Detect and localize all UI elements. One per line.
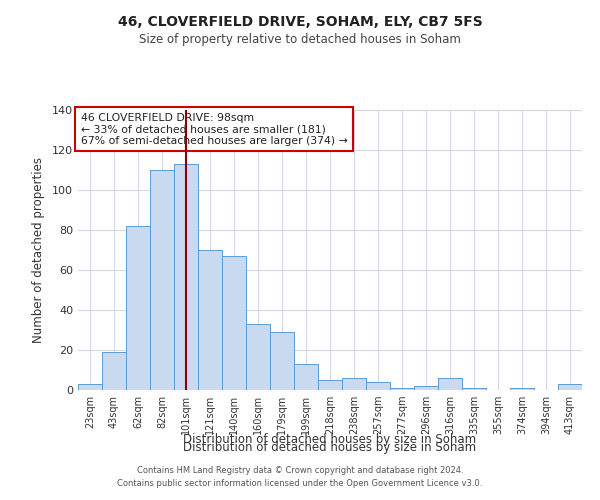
- Bar: [462, 388, 486, 390]
- Bar: [438, 378, 462, 390]
- Bar: [366, 382, 390, 390]
- Bar: [510, 388, 534, 390]
- X-axis label: Distribution of detached houses by size in Soham: Distribution of detached houses by size …: [184, 442, 476, 454]
- Bar: [174, 164, 198, 390]
- Text: Size of property relative to detached houses in Soham: Size of property relative to detached ho…: [139, 32, 461, 46]
- Bar: [390, 388, 414, 390]
- Text: Distribution of detached houses by size in Soham: Distribution of detached houses by size …: [184, 432, 476, 446]
- Bar: [102, 352, 126, 390]
- Text: 46, CLOVERFIELD DRIVE, SOHAM, ELY, CB7 5FS: 46, CLOVERFIELD DRIVE, SOHAM, ELY, CB7 5…: [118, 15, 482, 29]
- Bar: [198, 250, 222, 390]
- Bar: [126, 226, 150, 390]
- Text: Contains public sector information licensed under the Open Government Licence v3: Contains public sector information licen…: [118, 478, 482, 488]
- Bar: [318, 380, 342, 390]
- Bar: [246, 324, 270, 390]
- Text: 46 CLOVERFIELD DRIVE: 98sqm
← 33% of detached houses are smaller (181)
67% of se: 46 CLOVERFIELD DRIVE: 98sqm ← 33% of det…: [80, 113, 347, 146]
- Bar: [270, 332, 294, 390]
- Bar: [558, 384, 582, 390]
- Bar: [150, 170, 174, 390]
- Text: Contains HM Land Registry data © Crown copyright and database right 2024.: Contains HM Land Registry data © Crown c…: [137, 466, 463, 475]
- Bar: [414, 386, 438, 390]
- Bar: [222, 256, 246, 390]
- Bar: [294, 364, 318, 390]
- Bar: [78, 384, 102, 390]
- Bar: [342, 378, 366, 390]
- Y-axis label: Number of detached properties: Number of detached properties: [32, 157, 45, 343]
